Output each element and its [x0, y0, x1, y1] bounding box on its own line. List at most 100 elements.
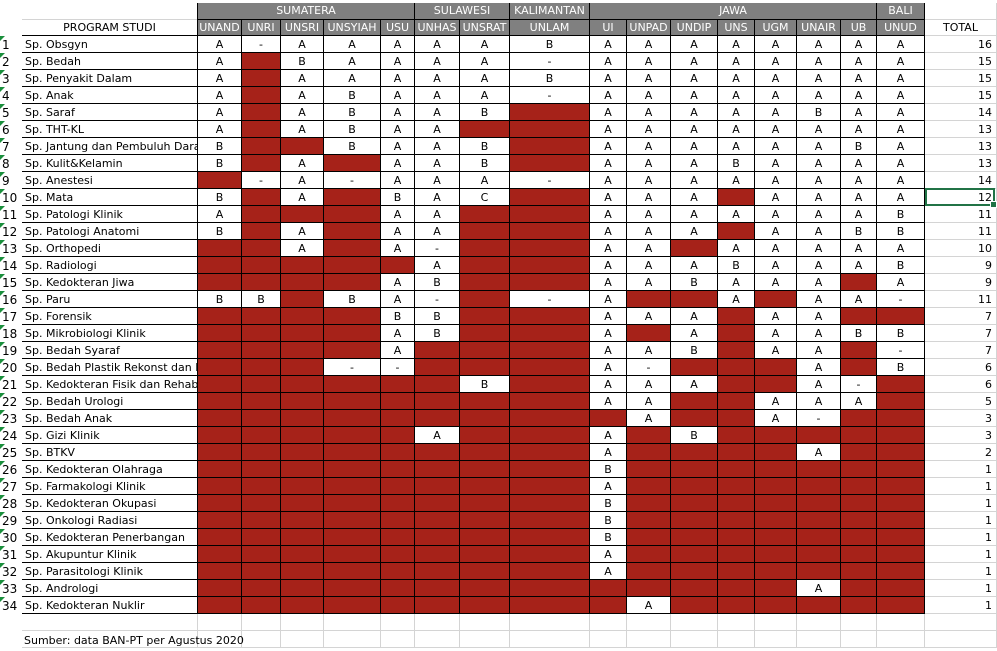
- accreditation-cell-empty[interactable]: [324, 410, 381, 427]
- row-number[interactable]: 13: [0, 240, 22, 257]
- accreditation-cell-empty[interactable]: [415, 478, 460, 495]
- accreditation-cell[interactable]: A: [841, 87, 877, 104]
- accreditation-cell-empty[interactable]: [510, 580, 590, 597]
- accreditation-cell[interactable]: A: [797, 53, 841, 70]
- accreditation-cell-empty[interactable]: [797, 495, 841, 512]
- accreditation-cell-empty[interactable]: [242, 104, 281, 121]
- accreditation-cell[interactable]: A: [381, 240, 415, 257]
- accreditation-cell[interactable]: -: [510, 87, 590, 104]
- accreditation-cell-empty[interactable]: [671, 478, 718, 495]
- accreditation-cell-empty[interactable]: [877, 427, 925, 444]
- accreditation-cell-empty[interactable]: [510, 223, 590, 240]
- accreditation-cell-empty[interactable]: [627, 444, 671, 461]
- accreditation-cell[interactable]: A: [381, 121, 415, 138]
- accreditation-cell[interactable]: B: [718, 257, 755, 274]
- total-cell[interactable]: 11: [925, 206, 997, 223]
- accreditation-cell[interactable]: A: [627, 155, 671, 172]
- region-header[interactable]: JAWA: [590, 3, 877, 20]
- total-cell[interactable]: 6: [925, 359, 997, 376]
- accreditation-cell-empty[interactable]: [755, 580, 797, 597]
- accreditation-cell[interactable]: A: [460, 87, 510, 104]
- accreditation-cell-empty[interactable]: [510, 563, 590, 580]
- accreditation-cell-empty[interactable]: [718, 427, 755, 444]
- accreditation-cell[interactable]: A: [590, 206, 627, 223]
- accreditation-cell[interactable]: A: [718, 291, 755, 308]
- accreditation-cell[interactable]: A: [415, 189, 460, 206]
- total-cell[interactable]: 13: [925, 121, 997, 138]
- accreditation-cell-empty[interactable]: [718, 512, 755, 529]
- accreditation-cell-empty[interactable]: [718, 444, 755, 461]
- accreditation-cell-empty[interactable]: [242, 580, 281, 597]
- accreditation-cell-empty[interactable]: [242, 529, 281, 546]
- accreditation-cell-empty[interactable]: [841, 308, 877, 325]
- accreditation-cell-empty[interactable]: [415, 359, 460, 376]
- accreditation-cell-empty[interactable]: [460, 393, 510, 410]
- accreditation-cell[interactable]: A: [381, 223, 415, 240]
- accreditation-cell[interactable]: A: [841, 206, 877, 223]
- program-name[interactable]: Sp. Mata: [22, 189, 198, 206]
- accreditation-cell-empty[interactable]: [381, 597, 415, 614]
- accreditation-cell-empty[interactable]: [242, 359, 281, 376]
- region-header[interactable]: BALI: [877, 3, 925, 20]
- accreditation-cell[interactable]: -: [415, 291, 460, 308]
- accreditation-cell-empty[interactable]: [460, 580, 510, 597]
- accreditation-cell-empty[interactable]: [381, 257, 415, 274]
- grid-cell[interactable]: [755, 631, 797, 648]
- accreditation-cell[interactable]: A: [718, 36, 755, 53]
- program-name[interactable]: Sp. Penyakit Dalam: [22, 70, 198, 87]
- accreditation-cell[interactable]: A: [627, 206, 671, 223]
- accreditation-cell-empty[interactable]: [841, 342, 877, 359]
- accreditation-cell[interactable]: A: [590, 274, 627, 291]
- program-name[interactable]: Sp. Anak: [22, 87, 198, 104]
- accreditation-cell-empty[interactable]: [460, 427, 510, 444]
- row-number[interactable]: 34: [0, 597, 22, 614]
- accreditation-cell-empty[interactable]: [242, 325, 281, 342]
- accreditation-cell[interactable]: B: [198, 155, 242, 172]
- accreditation-cell[interactable]: A: [671, 155, 718, 172]
- accreditation-cell[interactable]: A: [198, 206, 242, 223]
- program-name[interactable]: Sp. Kedokteran Okupasi: [22, 495, 198, 512]
- accreditation-cell[interactable]: A: [627, 597, 671, 614]
- accreditation-cell-empty[interactable]: [324, 223, 381, 240]
- accreditation-cell[interactable]: B: [671, 274, 718, 291]
- accreditation-cell[interactable]: A: [755, 393, 797, 410]
- accreditation-cell-empty[interactable]: [460, 444, 510, 461]
- accreditation-cell[interactable]: B: [590, 512, 627, 529]
- accreditation-cell-empty[interactable]: [718, 325, 755, 342]
- accreditation-cell-empty[interactable]: [415, 546, 460, 563]
- row-number[interactable]: 31: [0, 546, 22, 563]
- grid-cell[interactable]: [671, 631, 718, 648]
- total-cell[interactable]: 1: [925, 529, 997, 546]
- accreditation-cell[interactable]: A: [627, 410, 671, 427]
- accreditation-cell[interactable]: A: [627, 393, 671, 410]
- accreditation-cell-empty[interactable]: [510, 189, 590, 206]
- total-header[interactable]: TOTAL: [925, 3, 997, 36]
- accreditation-cell[interactable]: A: [755, 138, 797, 155]
- accreditation-cell-empty[interactable]: [755, 495, 797, 512]
- grid-cell[interactable]: [797, 631, 841, 648]
- accreditation-cell[interactable]: A: [415, 53, 460, 70]
- accreditation-cell[interactable]: A: [415, 70, 460, 87]
- accreditation-cell-empty[interactable]: [460, 359, 510, 376]
- accreditation-cell[interactable]: A: [671, 223, 718, 240]
- accreditation-cell-empty[interactable]: [415, 444, 460, 461]
- accreditation-cell-empty[interactable]: [510, 529, 590, 546]
- program-name[interactable]: Sp. Bedah Anak: [22, 410, 198, 427]
- accreditation-cell-empty[interactable]: [242, 223, 281, 240]
- program-name[interactable]: Sp. Gizi Klinik: [22, 427, 198, 444]
- accreditation-cell-empty[interactable]: [281, 410, 324, 427]
- accreditation-cell[interactable]: A: [877, 155, 925, 172]
- accreditation-cell-empty[interactable]: [324, 461, 381, 478]
- accreditation-cell-empty[interactable]: [755, 546, 797, 563]
- accreditation-cell[interactable]: B: [877, 325, 925, 342]
- accreditation-cell[interactable]: A: [797, 580, 841, 597]
- row-number[interactable]: 16: [0, 291, 22, 308]
- accreditation-cell-empty[interactable]: [510, 206, 590, 223]
- accreditation-cell-empty[interactable]: [198, 597, 242, 614]
- accreditation-cell[interactable]: A: [198, 121, 242, 138]
- university-header[interactable]: UB: [841, 19, 877, 36]
- accreditation-cell[interactable]: B: [415, 308, 460, 325]
- accreditation-cell-empty[interactable]: [281, 580, 324, 597]
- accreditation-cell-empty[interactable]: [324, 274, 381, 291]
- accreditation-cell-empty[interactable]: [324, 257, 381, 274]
